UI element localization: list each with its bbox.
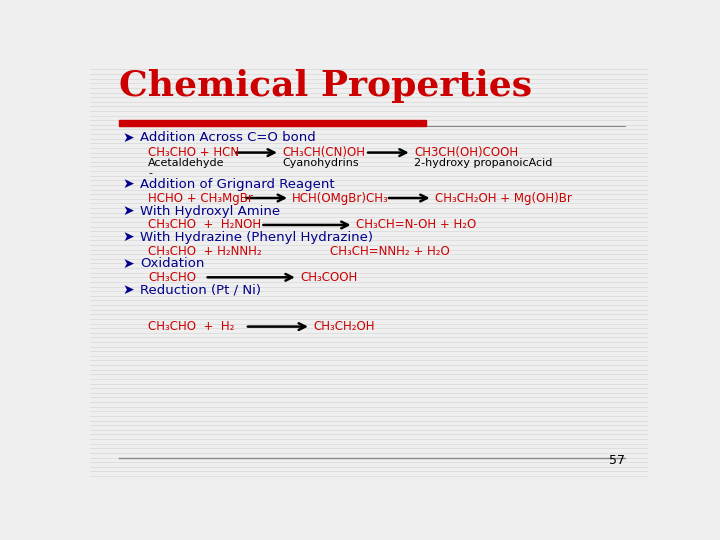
Text: CH₃COOH: CH₃COOH xyxy=(300,271,357,284)
Text: Reduction (Pt / Ni): Reduction (Pt / Ni) xyxy=(140,283,261,296)
Text: ➤: ➤ xyxy=(122,204,134,218)
Text: Chemical Properties: Chemical Properties xyxy=(120,69,533,103)
Text: ➤: ➤ xyxy=(122,282,134,296)
Text: ➤: ➤ xyxy=(122,230,134,244)
Text: CH₃CH₂OH: CH₃CH₂OH xyxy=(313,320,374,333)
Text: ➤: ➤ xyxy=(122,131,134,145)
Bar xyxy=(120,120,426,126)
Text: CH₃CH=NNH₂ + H₂O: CH₃CH=NNH₂ + H₂O xyxy=(330,245,450,258)
Text: CH₃CH₂OH + Mg(OH)Br: CH₃CH₂OH + Mg(OH)Br xyxy=(435,192,572,205)
Text: ➤: ➤ xyxy=(122,256,134,271)
Text: HCH(OMgBr)CH₃: HCH(OMgBr)CH₃ xyxy=(292,192,389,205)
Text: Addition of Grignard Reagent: Addition of Grignard Reagent xyxy=(140,178,335,191)
Text: Acetaldehyde: Acetaldehyde xyxy=(148,158,225,168)
Text: 2-hydroxy propanoicAcid: 2-hydroxy propanoicAcid xyxy=(414,158,552,168)
Text: CH₃CHO  +  H₂: CH₃CHO + H₂ xyxy=(148,320,235,333)
Text: Cyanohydrins: Cyanohydrins xyxy=(282,158,359,168)
Text: -: - xyxy=(148,167,152,178)
Text: CH3CH(OH)COOH: CH3CH(OH)COOH xyxy=(414,146,518,159)
Text: CH₃CH(CN)OH: CH₃CH(CN)OH xyxy=(282,146,365,159)
Text: HCHO + CH₃MgBr: HCHO + CH₃MgBr xyxy=(148,192,253,205)
Text: CH₃CHO: CH₃CHO xyxy=(148,271,196,284)
Text: With Hydrazine (Phenyl Hydrazine): With Hydrazine (Phenyl Hydrazine) xyxy=(140,231,374,244)
Text: CH₃CH=N-OH + H₂O: CH₃CH=N-OH + H₂O xyxy=(356,219,476,232)
Text: Oxidation: Oxidation xyxy=(140,257,204,270)
Text: Addition Across C=O bond: Addition Across C=O bond xyxy=(140,131,316,144)
Text: CH₃CHO  +  H₂NOH: CH₃CHO + H₂NOH xyxy=(148,219,261,232)
Text: CH₃CHO + HCN: CH₃CHO + HCN xyxy=(148,146,239,159)
Text: With Hydroxyl Amine: With Hydroxyl Amine xyxy=(140,205,281,218)
Text: CH₃CHO  + H₂NNH₂: CH₃CHO + H₂NNH₂ xyxy=(148,245,262,258)
Text: 57: 57 xyxy=(608,454,625,467)
Text: ➤: ➤ xyxy=(122,177,134,191)
